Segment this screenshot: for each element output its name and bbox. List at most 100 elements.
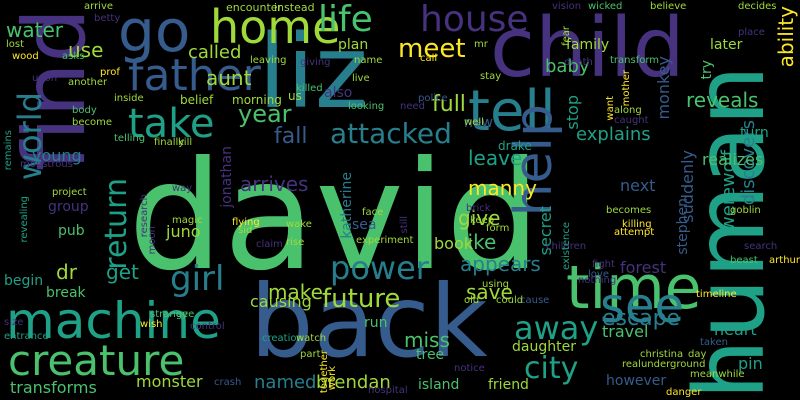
word-size: size	[4, 317, 24, 328]
word-fight: fight	[592, 259, 615, 270]
word-arrive: arrive	[84, 1, 114, 12]
word-creature: creature	[8, 336, 185, 385]
word-named: named	[254, 372, 317, 393]
word-betty: betty	[94, 13, 121, 24]
word-death: death	[564, 57, 593, 68]
word-claim: claim	[256, 239, 283, 250]
word-stephen: stephen	[675, 198, 691, 255]
word-flying: flying	[232, 217, 260, 228]
word-pub: pub	[58, 223, 85, 239]
word-child: child	[490, 1, 685, 96]
word-leave: leave	[468, 146, 523, 170]
word-see: see	[600, 278, 685, 334]
word-way: way	[172, 183, 193, 194]
word-revealing: revealing	[19, 196, 30, 243]
word-monstrous: monstrous	[20, 159, 73, 170]
word-escape: escape	[602, 306, 681, 331]
word-like: like	[462, 230, 497, 254]
word-drake: drake	[498, 139, 532, 153]
word-also: also	[324, 85, 353, 101]
word-morning: morning	[232, 93, 282, 107]
word-killed: killed	[296, 83, 323, 94]
word-friend: friend	[488, 377, 529, 393]
word-kill: kill	[178, 137, 193, 148]
word-crash: crash	[214, 377, 242, 388]
word-watch: watch	[296, 333, 327, 344]
word-belief: belief	[180, 93, 214, 107]
word-juno: juno	[166, 222, 201, 241]
word-fall: fall	[274, 124, 308, 149]
word-wicked: wicked	[588, 1, 623, 12]
word-prof: prof	[100, 67, 120, 78]
word-search: search	[744, 241, 778, 252]
word-family: family	[566, 37, 610, 53]
word-full: full	[432, 92, 466, 117]
word-transforms: transforms	[10, 378, 97, 397]
word-keep: keep	[470, 215, 495, 226]
word-looking: looking	[348, 101, 385, 112]
word-pin: pin	[738, 354, 763, 373]
word-turn: turn	[740, 125, 769, 141]
word-daughter: daughter	[512, 339, 576, 355]
word-young: young	[32, 146, 82, 165]
word-attempt: attempt	[614, 227, 655, 238]
word-remains: remains	[3, 130, 14, 171]
word-monster: monster	[136, 372, 203, 391]
word-later: later	[710, 37, 743, 53]
word-become: become	[72, 117, 113, 128]
word-mother: mother	[621, 70, 632, 107]
word-stay: stay	[480, 71, 502, 82]
word-killing: killing	[622, 219, 652, 230]
word-transform: transform	[610, 55, 660, 66]
word-form: form	[486, 223, 510, 234]
word-caught: caught	[614, 115, 649, 126]
word-travel: travel	[602, 322, 649, 341]
word-miss: miss	[404, 328, 450, 352]
word-fear: fear	[561, 26, 572, 46]
word-book: book	[434, 234, 473, 253]
word-david: david	[128, 130, 541, 304]
word-get: get	[106, 260, 139, 284]
word-sea: sea	[352, 217, 377, 233]
word-save: save	[466, 280, 513, 304]
word-baby: baby	[545, 56, 590, 77]
word-giving: giving	[300, 57, 331, 68]
word-dr: dr	[56, 260, 77, 284]
word-katherine: katherine	[339, 172, 355, 239]
word-meet: meet	[398, 34, 466, 64]
word-arrives: arrives	[240, 172, 309, 196]
word-existence: existence	[561, 222, 572, 270]
word-taken: taken	[700, 337, 728, 348]
word-run: run	[364, 315, 388, 331]
word-body: body	[72, 105, 97, 116]
word-forest: forest	[620, 258, 667, 277]
word-father: father	[128, 50, 261, 101]
word-brendan: brendan	[316, 372, 391, 393]
word-life: life	[318, 0, 373, 40]
word-asks: asks	[62, 51, 85, 62]
word-however: however	[606, 373, 667, 389]
word-telling: telling	[114, 133, 146, 144]
word-jonathan: jonathan	[219, 146, 235, 208]
word-christina: christina	[640, 349, 684, 360]
word-eye: eye	[176, 309, 195, 320]
word-wish: wish	[140, 319, 163, 330]
word-lost: lost	[6, 39, 25, 50]
word-name: name	[354, 55, 383, 66]
word-plan: plan	[338, 37, 369, 53]
word-old: old	[464, 295, 480, 306]
word-children: children	[546, 241, 587, 252]
word-use: use	[68, 38, 104, 62]
word-goblin: goblin	[730, 205, 761, 216]
word-year: year	[238, 100, 292, 128]
word-power: power	[330, 249, 429, 287]
word-called: called	[188, 42, 242, 63]
word-tell: tell	[468, 79, 556, 144]
word-still: still	[399, 216, 410, 234]
word-back: back	[250, 263, 488, 380]
word-encounter: encounter	[226, 1, 283, 14]
word-entrance: entrance	[4, 331, 49, 342]
word-becomes: becomes	[606, 205, 652, 216]
word-machine: machine	[6, 292, 221, 350]
